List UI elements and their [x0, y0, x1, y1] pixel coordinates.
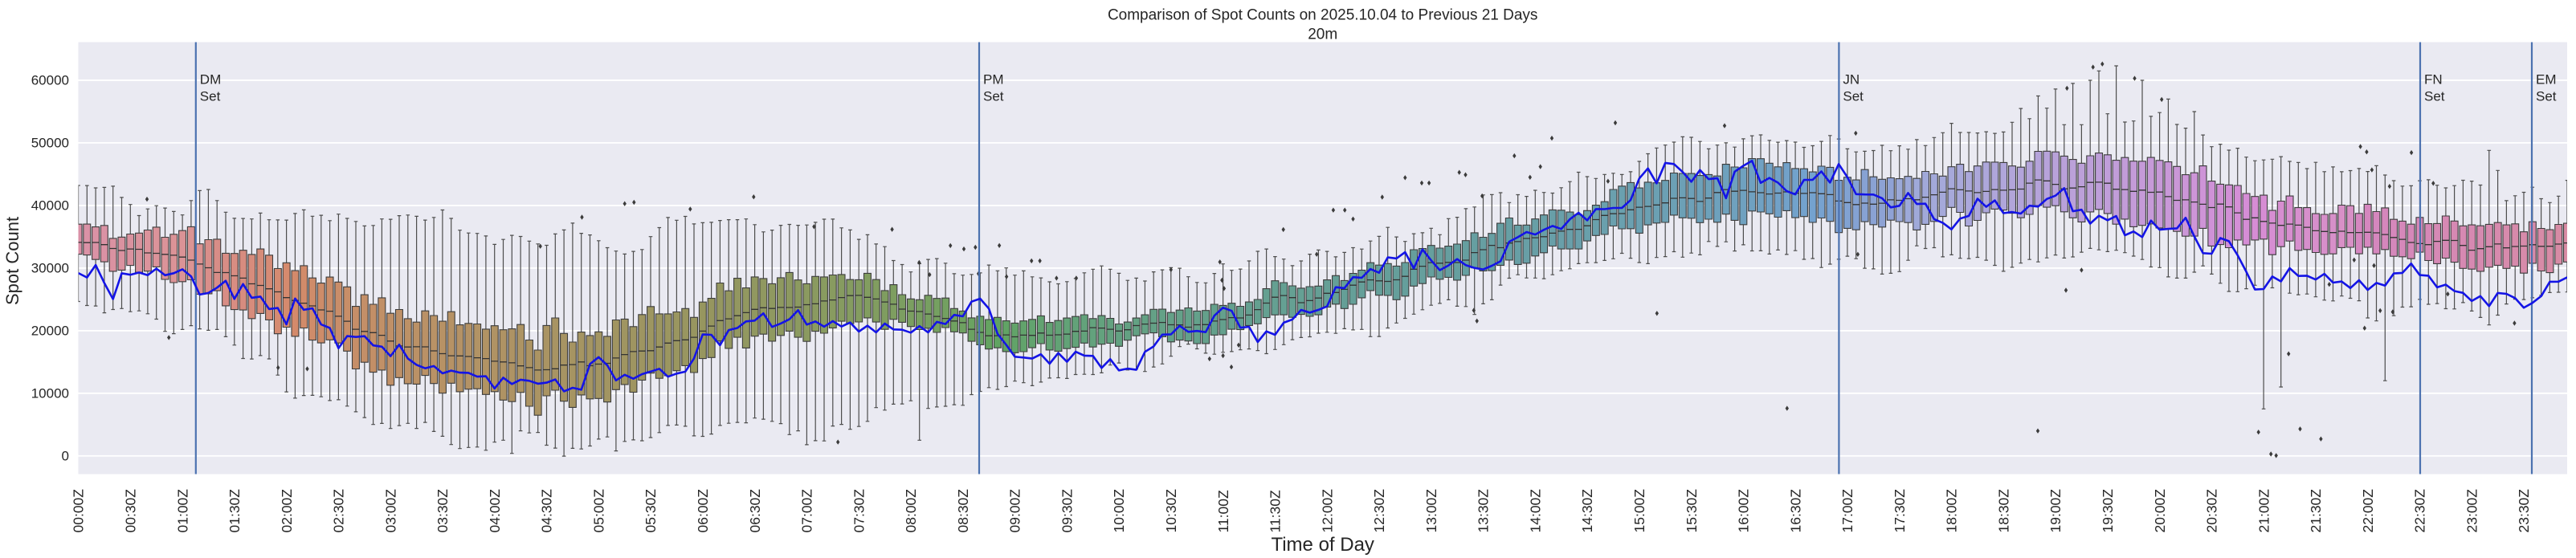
svg-text:20m: 20m	[1308, 26, 1337, 43]
svg-text:11:00Z: 11:00Z	[1215, 490, 1231, 532]
svg-text:05:00Z: 05:00Z	[591, 489, 607, 533]
svg-text:15:30Z: 15:30Z	[1684, 489, 1700, 533]
svg-text:13:30Z: 13:30Z	[1476, 489, 1492, 533]
svg-text:FN: FN	[2424, 72, 2443, 88]
svg-text:JN: JN	[1843, 72, 1860, 88]
svg-text:18:00Z: 18:00Z	[1944, 489, 1960, 533]
svg-text:03:00Z: 03:00Z	[382, 489, 398, 533]
svg-text:02:30Z: 02:30Z	[331, 489, 347, 533]
svg-text:50000: 50000	[31, 135, 69, 150]
svg-text:09:00Z: 09:00Z	[1007, 489, 1023, 533]
svg-text:06:00Z: 06:00Z	[695, 489, 711, 533]
svg-text:22:00Z: 22:00Z	[2360, 489, 2376, 533]
svg-text:05:30Z: 05:30Z	[643, 489, 659, 533]
svg-text:14:30Z: 14:30Z	[1579, 489, 1595, 533]
svg-text:04:30Z: 04:30Z	[539, 489, 555, 533]
svg-text:07:30Z: 07:30Z	[851, 489, 867, 533]
svg-text:12:30Z: 12:30Z	[1371, 489, 1387, 533]
svg-text:08:30Z: 08:30Z	[955, 489, 971, 533]
svg-text:00:30Z: 00:30Z	[123, 489, 139, 533]
svg-text:10000: 10000	[31, 385, 69, 401]
svg-text:20:30Z: 20:30Z	[2204, 489, 2220, 533]
svg-text:30000: 30000	[31, 260, 69, 275]
svg-text:EM: EM	[2536, 72, 2557, 88]
svg-text:02:00Z: 02:00Z	[279, 489, 295, 533]
svg-text:Time of Day: Time of Day	[1271, 534, 1374, 556]
svg-text:08:00Z: 08:00Z	[903, 489, 919, 533]
svg-text:07:00Z: 07:00Z	[799, 489, 815, 533]
svg-text:23:00Z: 23:00Z	[2464, 489, 2480, 533]
svg-text:Set: Set	[200, 88, 221, 104]
svg-text:14:00Z: 14:00Z	[1528, 489, 1544, 533]
svg-text:13:00Z: 13:00Z	[1423, 489, 1439, 533]
svg-text:17:30Z: 17:30Z	[1892, 489, 1908, 533]
svg-text:17:00Z: 17:00Z	[1839, 489, 1855, 533]
svg-text:23:30Z: 23:30Z	[2516, 489, 2532, 533]
svg-text:21:00Z: 21:00Z	[2256, 489, 2272, 533]
svg-text:Set: Set	[983, 88, 1004, 104]
svg-text:03:30Z: 03:30Z	[435, 489, 451, 533]
svg-text:00:00Z: 00:00Z	[71, 489, 87, 533]
svg-text:12:00Z: 12:00Z	[1319, 489, 1335, 533]
svg-text:20:00Z: 20:00Z	[2152, 489, 2168, 533]
svg-text:Set: Set	[2424, 88, 2445, 104]
svg-text:20000: 20000	[31, 323, 69, 338]
svg-text:19:30Z: 19:30Z	[2100, 489, 2116, 533]
svg-text:0: 0	[62, 448, 69, 463]
svg-text:16:00Z: 16:00Z	[1736, 489, 1752, 533]
svg-text:16:30Z: 16:30Z	[1787, 489, 1803, 533]
svg-text:21:30Z: 21:30Z	[2308, 489, 2324, 533]
svg-text:DM: DM	[200, 72, 221, 88]
svg-text:19:00Z: 19:00Z	[2047, 489, 2064, 533]
svg-text:40000: 40000	[31, 198, 69, 213]
svg-text:15:00Z: 15:00Z	[1631, 489, 1647, 533]
svg-text:10:30Z: 10:30Z	[1163, 489, 1179, 533]
svg-text:10:00Z: 10:00Z	[1111, 489, 1127, 533]
svg-text:01:00Z: 01:00Z	[174, 489, 190, 533]
svg-text:Set: Set	[1843, 88, 1864, 104]
svg-text:Comparison of Spot Counts on 2: Comparison of Spot Counts on 2025.10.04 …	[1108, 7, 1538, 24]
svg-text:18:30Z: 18:30Z	[1995, 489, 2011, 533]
svg-text:06:30Z: 06:30Z	[747, 489, 763, 533]
svg-text:01:30Z: 01:30Z	[227, 489, 243, 533]
svg-text:22:30Z: 22:30Z	[2412, 489, 2428, 533]
svg-text:11:30Z: 11:30Z	[1268, 490, 1284, 532]
svg-text:Set: Set	[2536, 88, 2557, 104]
svg-text:PM: PM	[983, 72, 1004, 88]
svg-text:60000: 60000	[31, 73, 69, 88]
svg-text:04:00Z: 04:00Z	[487, 489, 503, 533]
svg-text:Spot Count: Spot Count	[2, 217, 22, 305]
svg-text:09:30Z: 09:30Z	[1059, 489, 1076, 533]
